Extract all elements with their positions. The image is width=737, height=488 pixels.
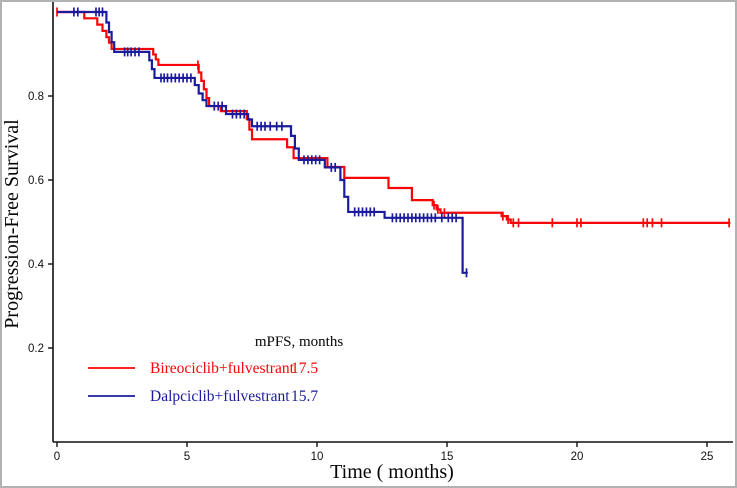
x-tick-label: 20 [571,451,584,463]
x-tick-label: 5 [184,451,190,463]
x-tick-label: 15 [441,451,454,463]
x-axis-title: Time ( months) [330,461,454,483]
legend-value-bireociclib: 17.5 [291,360,318,377]
censor-marks-bireociclib [56,7,730,228]
censor-marks-dalpciclib [73,7,468,278]
x-tick-label: 25 [701,451,714,463]
y-tick-label: 0.8 [28,91,44,103]
km-curve-dalpciclib [57,10,468,274]
x-tick-label: 0 [54,451,60,463]
legend-label-dalpciclib: Dalpciclib+fulvestrant [150,388,290,405]
survival-curves [56,7,731,278]
axes: 0 5 10 15 20 25 0.2 0.4 0.6 0.8 [28,2,733,463]
legend-label-bireociclib: Bireociclib+fulvestrant [150,360,295,377]
y-tick-label: 0.2 [28,343,44,355]
legend-value-dalpciclib: 15.7 [291,388,318,405]
y-axis-title: Progression-Free Survival [2,119,23,329]
legend: mPFS, months Bireociclib+fulvestrant 17.… [88,334,343,405]
km-curve-bireociclib [57,10,731,224]
y-tick-label: 0.4 [28,259,45,271]
x-tick-label: 10 [311,451,324,463]
legend-title: mPFS, months [255,334,344,350]
y-tick-label: 0.6 [28,175,44,187]
